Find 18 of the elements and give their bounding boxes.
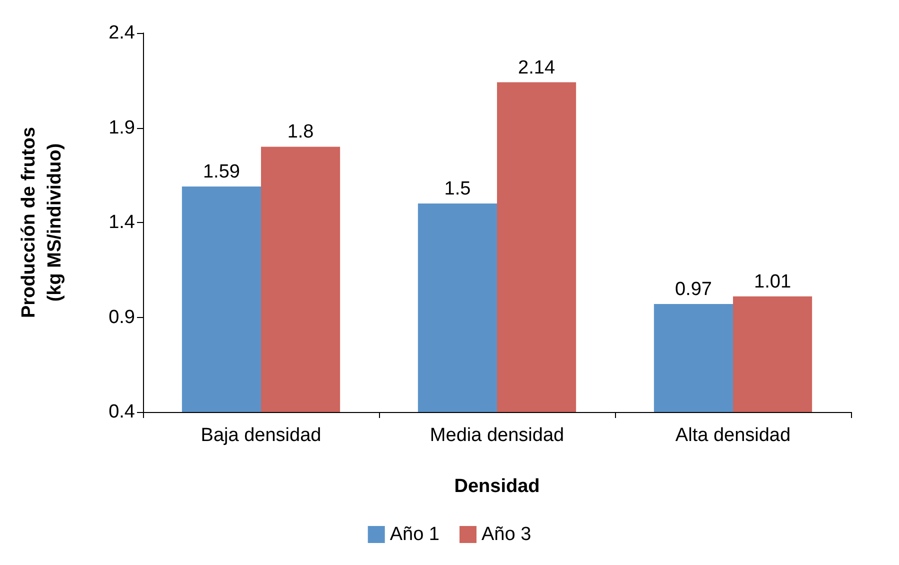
y-tick-label: 2.4 (108, 22, 136, 44)
x-axis-title: Densidad (454, 476, 540, 497)
legend-label: Año 3 (482, 524, 532, 545)
data-label: 1.01 (754, 271, 792, 292)
x-tick-label: Media densidad (430, 425, 564, 446)
y-axis-title: Producción de frutos (kg MS/individuo) (18, 126, 66, 318)
legend-label: Año 1 (390, 524, 440, 545)
data-label: 1.59 (202, 161, 240, 182)
y-tick-label: 1.4 (108, 212, 136, 233)
data-label: 1.8 (287, 122, 314, 143)
y-tick-label: 0.9 (108, 306, 135, 328)
x-tick-label: Alta densidad (675, 425, 791, 446)
y-tick-label: 0.4 (108, 402, 136, 422)
data-label: 2.14 (518, 57, 556, 78)
y-tick-label: 1.9 (108, 117, 135, 138)
data-label: 0.97 (674, 278, 712, 300)
x-tick-label: Baja densidad (200, 425, 322, 446)
data-label: 1.5 (444, 178, 471, 200)
